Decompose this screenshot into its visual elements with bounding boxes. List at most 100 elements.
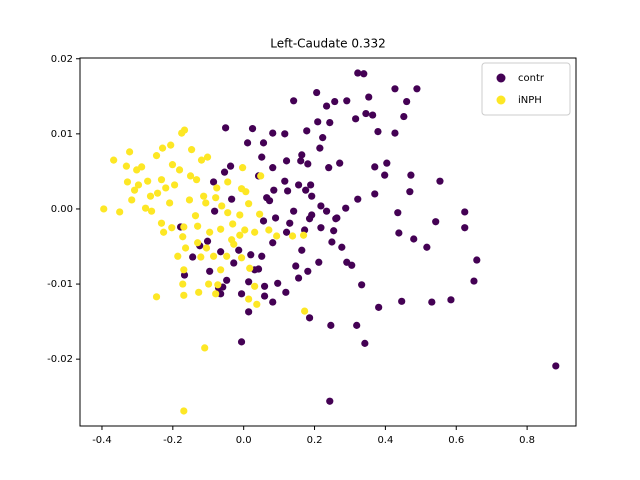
point [325, 164, 333, 172]
point [316, 144, 324, 152]
point [162, 184, 170, 192]
x-tick-label: 0.8 [519, 435, 535, 446]
point [290, 97, 298, 105]
point [286, 219, 294, 227]
point [224, 209, 232, 217]
point [209, 252, 218, 260]
point [122, 162, 131, 170]
point [214, 281, 222, 289]
point [269, 239, 277, 247]
legend-marker [496, 95, 506, 105]
point [282, 228, 291, 236]
point [228, 195, 236, 203]
point [400, 112, 408, 121]
point [274, 279, 282, 287]
point [269, 164, 277, 172]
point [470, 277, 478, 285]
point [258, 252, 266, 260]
point [375, 303, 383, 311]
point [258, 153, 266, 161]
point [552, 362, 560, 370]
point [304, 160, 312, 168]
point [348, 261, 356, 269]
point [284, 187, 292, 195]
point [166, 199, 174, 207]
point [186, 172, 195, 180]
point [245, 200, 253, 208]
point [327, 321, 335, 329]
point [336, 159, 344, 167]
point [331, 97, 339, 106]
point [245, 278, 253, 286]
point [282, 288, 290, 296]
point [406, 188, 414, 196]
point [110, 156, 118, 164]
point [100, 205, 108, 213]
point [304, 267, 312, 275]
point [152, 152, 161, 160]
point [403, 97, 411, 106]
point [180, 266, 188, 274]
point [202, 199, 210, 207]
point [395, 229, 403, 237]
point [342, 204, 350, 212]
y-tick-label: 0.01 [51, 129, 73, 140]
point [248, 124, 257, 133]
point [217, 266, 225, 274]
point [236, 211, 244, 219]
point [167, 141, 175, 149]
point [218, 202, 226, 210]
point [447, 296, 455, 304]
chart-title: Left-Caudate 0.332 [270, 37, 385, 51]
point [260, 292, 269, 300]
point [126, 148, 134, 156]
point [281, 177, 289, 185]
point [237, 185, 246, 193]
point [235, 246, 243, 254]
point [158, 144, 167, 152]
point [157, 219, 166, 227]
point [133, 166, 141, 174]
point [200, 192, 208, 200]
legend-box [481, 62, 571, 116]
point [365, 93, 373, 101]
point [265, 226, 273, 234]
point [194, 222, 202, 230]
point [185, 196, 194, 204]
point [229, 220, 237, 228]
point [168, 161, 177, 169]
point [222, 124, 230, 132]
point [374, 128, 382, 136]
point [269, 298, 277, 306]
point [253, 300, 261, 308]
point [294, 181, 303, 189]
point [174, 252, 182, 260]
point [251, 282, 259, 290]
point [326, 118, 334, 127]
point [134, 181, 143, 189]
point [192, 176, 201, 184]
point [220, 168, 229, 176]
point [217, 248, 225, 256]
point [180, 271, 189, 279]
point [273, 232, 281, 240]
point [256, 210, 264, 218]
point [302, 186, 310, 194]
point [362, 109, 370, 118]
point [326, 397, 334, 405]
point [319, 134, 327, 142]
point [436, 177, 444, 185]
point [228, 236, 236, 244]
point [224, 178, 232, 186]
point [461, 208, 469, 216]
point [191, 212, 200, 220]
point [305, 215, 314, 223]
point [123, 178, 132, 186]
legend-marker [496, 73, 506, 83]
point [130, 186, 139, 194]
y-tick-label: -0.02 [47, 354, 73, 365]
point [265, 197, 274, 205]
point [217, 225, 225, 233]
point [241, 226, 249, 234]
